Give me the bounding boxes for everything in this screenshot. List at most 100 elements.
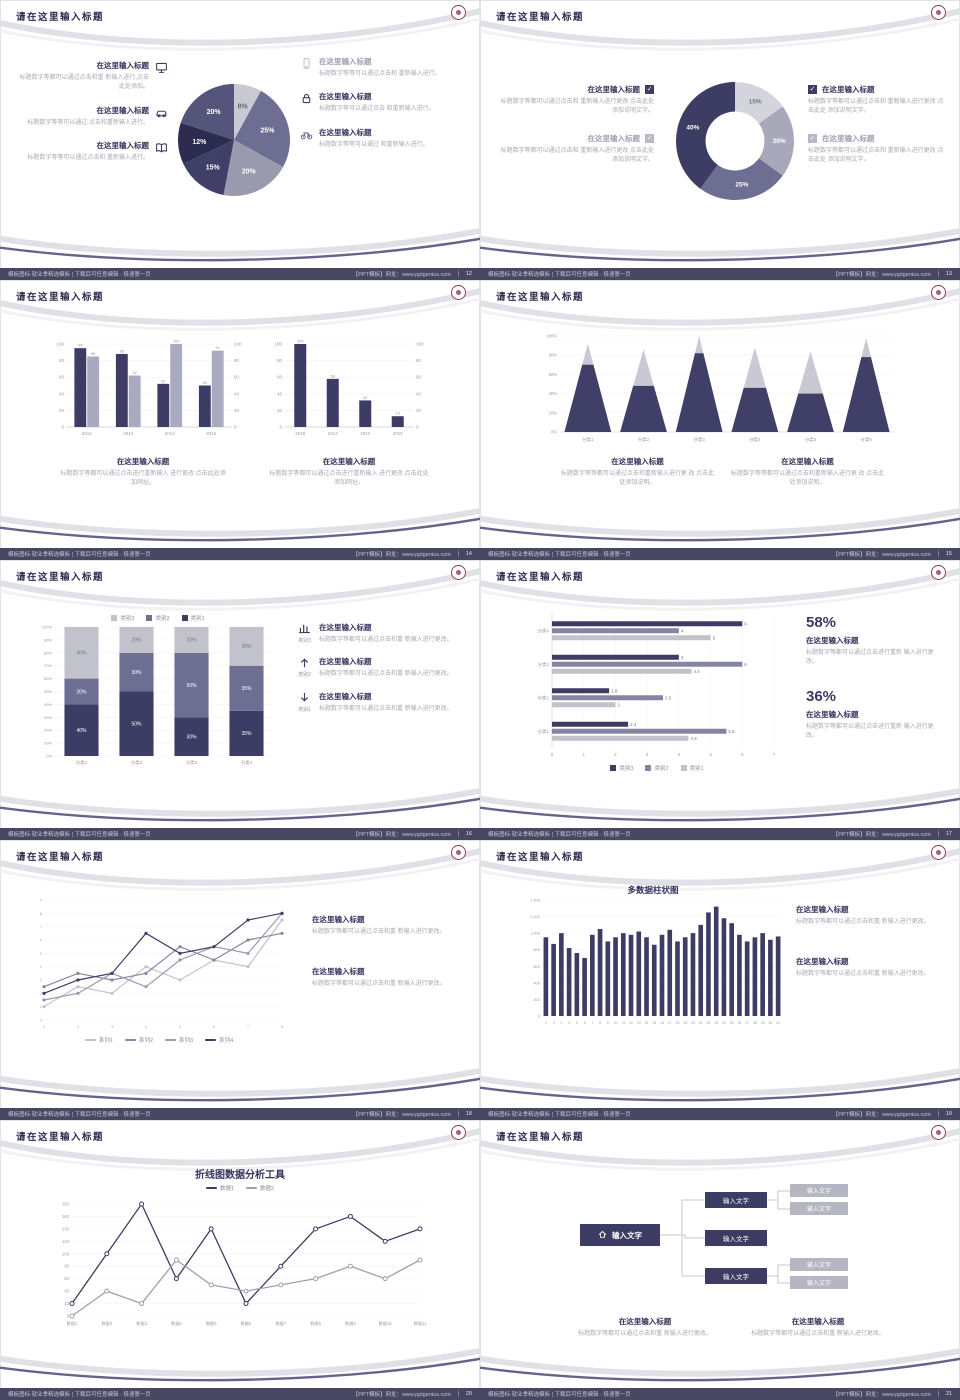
svg-text:31: 31 <box>776 1021 780 1025</box>
svg-text:1: 1 <box>40 1004 43 1009</box>
car-icon <box>155 106 168 124</box>
svg-text:40%: 40% <box>549 391 558 396</box>
slide-17[interactable]: 请在这里输入标题 0 1 2 3 4 5 6 7 6 4 5 分类4 4 6 4.4 分类3 1.8 3.5 2 分类… <box>480 560 960 840</box>
item-text: 标题数字等等可以通过点击和 重新输入进行。 <box>319 71 441 77</box>
footer-right-text: 【PPT模板】网址：www.pptgenius.com <box>352 832 451 838</box>
donut-items-left: 在这里输入标题 ✓ 标题数字等都可以通过点击和 重新输入进行更改 点击此处 添加… <box>496 84 654 165</box>
svg-text:0: 0 <box>538 1014 541 1019</box>
slide-title: 请在这里输入标题 <box>16 292 105 303</box>
legend-swatch <box>111 615 118 621</box>
slide-footer: 模板图标:就业季精选模板 | 下载后可任意编辑 · 极速第一页 【PPT模板】网… <box>0 1388 480 1400</box>
svg-text:20%: 20% <box>773 138 786 145</box>
svg-text:数据3: 数据3 <box>136 1320 147 1327</box>
svg-text:19: 19 <box>683 1021 687 1025</box>
svg-text:62: 62 <box>132 370 137 375</box>
svg-text:2: 2 <box>40 991 43 996</box>
slide-21[interactable]: 请在这里输入标题 输入文字 输入文字 输入文字 输入文字 输入文字 输入文字 输… <box>480 1120 960 1400</box>
slide-title: 请在这里输入标题 <box>16 852 105 863</box>
chart-title: 多数据柱状图 <box>627 885 679 895</box>
svg-text:13: 13 <box>396 411 401 416</box>
svg-text:40: 40 <box>234 391 240 396</box>
block-text: 标题数字等都可以通过点击和重 新输入进行更改。 <box>312 981 446 987</box>
svg-text:50%: 50% <box>44 689 52 694</box>
svg-text:100: 100 <box>416 342 424 347</box>
footer-right-text: 【PPT模板】网址：www.pptgenius.com <box>832 1112 931 1118</box>
school-logo-icon <box>931 285 946 300</box>
svg-text:32: 32 <box>363 395 368 400</box>
monitor-icon <box>155 61 168 79</box>
svg-text:数据7: 数据7 <box>275 1320 286 1327</box>
slide-14[interactable]: 请在这里输入标题 0 0 20 20 40 40 60 60 80 80 100 100 95 85 201… <box>0 280 480 560</box>
svg-text:1.8: 1.8 <box>611 688 618 693</box>
svg-text:数据10: 数据10 <box>379 1320 393 1327</box>
legend-label: 类别3 <box>120 616 135 622</box>
svg-text:60: 60 <box>277 375 283 380</box>
svg-text:20: 20 <box>416 408 422 413</box>
svg-text:2012: 2012 <box>360 431 371 436</box>
svg-text:7: 7 <box>247 1024 250 1029</box>
svg-text:123: 123 <box>62 1239 70 1244</box>
slide-footer: 模板图标:就业季精选模板 | 下载后可任意编辑 · 极速第一页 【PPT模板】网… <box>0 828 480 840</box>
block-text: 标题数字等都可以通过点击和重 新输入进行更改。 <box>796 919 930 925</box>
footer-left-text: 模板图标:就业季精选模板 | 下载后可任意编辑 · 极速第一页 <box>488 1392 631 1398</box>
svg-text:52: 52 <box>161 378 166 383</box>
svg-text:4: 4 <box>40 964 43 969</box>
svg-text:40%: 40% <box>76 728 87 734</box>
svg-text:95: 95 <box>78 343 83 348</box>
svg-text:20%: 20% <box>186 638 197 644</box>
svg-text:4.3: 4.3 <box>690 736 697 741</box>
item-text: 标题数字等都可以通过点击和重 新输入进行,点击此处添加。 <box>19 75 149 91</box>
legend-item: 类别3 <box>111 614 134 622</box>
svg-text:1: 1 <box>43 1024 46 1029</box>
svg-text:100: 100 <box>234 342 242 347</box>
flow-main-label: 输入文字 <box>612 1230 642 1240</box>
svg-text:35%: 35% <box>241 731 252 737</box>
svg-text:0%: 0% <box>551 430 557 435</box>
slide-title: 请在这里输入标题 <box>496 12 585 23</box>
svg-text:60: 60 <box>59 375 65 380</box>
slide-15[interactable]: 请在这里输入标题 100% 80% 60% 40% 20% 0% 分类1 分类2 分类3 分类4 分… <box>480 280 960 560</box>
chart-legend: 类别3 类别2 类别1 <box>36 614 280 622</box>
page-number: 13 <box>937 271 952 277</box>
text-block: 在这里输入标题 标题数字等等都可以通过点击和重新输入进行更 改 点击此处添加说明… <box>730 456 885 489</box>
svg-text:40%: 40% <box>44 702 52 707</box>
svg-text:7: 7 <box>591 1021 593 1025</box>
svg-text:25%: 25% <box>260 127 275 134</box>
slide-16[interactable]: 请在这里输入标题 类别3 类别2 类别1 100% 90% 80% 70% 60% 50%… <box>0 560 480 840</box>
block-text: 标题数字等都可以通过点击和重 新输入进行更改。 <box>796 971 930 977</box>
footer-right-text: 【PPT模板】网址：www.pptgenius.com <box>352 1112 451 1118</box>
svg-text:5.5: 5.5 <box>728 729 735 734</box>
slide-title: 请在这里输入标题 <box>16 12 105 23</box>
list-item: 在这里输入标题 标题数字等可以通过点击 和重新输入进行。 <box>300 91 464 114</box>
stat-value: 36% <box>806 688 837 705</box>
slide-13[interactable]: 请在这里输入标题 在这里输入标题 ✓ 标题数字等都可以通过点击和 重新输入进行更… <box>480 0 960 280</box>
svg-text:17: 17 <box>668 1021 672 1025</box>
text-block: 在这里输入标题 标题数字等都可以通过点击和重 新输入进行更改。 <box>312 914 462 937</box>
svg-text:分类4: 分类4 <box>241 759 253 766</box>
svg-text:88: 88 <box>120 348 125 353</box>
svg-text:30: 30 <box>768 1021 772 1025</box>
book-icon <box>155 141 168 159</box>
item-title: 在这里输入标题 <box>587 85 641 94</box>
text-block: 在这里输入标题 标题数字等都可以通过点击和重 新输入进行更改。 <box>796 904 942 927</box>
block-text: 标题数字等都可以通过点击和重 新输入进行更改。 <box>578 1331 712 1337</box>
slide-12[interactable]: 请在这里输入标题 在这里输入标题 标题数字等都可以通过点击和重 新输入进行,点击… <box>0 0 480 280</box>
svg-text:数据4: 数据4 <box>171 1320 182 1327</box>
svg-text:分类1: 分类1 <box>537 728 549 735</box>
svg-text:35%: 35% <box>241 686 252 692</box>
svg-text:分类1: 分类1 <box>582 436 594 443</box>
svg-text:40: 40 <box>59 391 65 396</box>
slide-19[interactable]: 请在这里输入标题 多数据柱状图 1,400 1,200 1,000 800 600 400… <box>480 840 960 1120</box>
slide-footer: 模板图标:就业季精选模板 | 下载后可任意编辑 · 极速第一页 【PPT模板】网… <box>0 268 480 280</box>
svg-text:28: 28 <box>753 1021 757 1025</box>
text-block: 在这里输入标题 标题数字等都可以通过点击进行重新输入 进行更改 点击此处添加网址… <box>268 456 430 489</box>
item-title: 在这里输入标题 <box>587 133 641 143</box>
swoosh-decoration <box>0 288 480 542</box>
donut-items-right: ✓ 在这里输入标题 标题数字等都可以通过点击和 重新输入进行更改 点击此处 添加… <box>808 84 944 165</box>
item-text: 标题数字等都可以通过点击和 重新输入进行更改 点击此处 添加说明文字。 <box>808 99 944 115</box>
page-number: 14 <box>457 551 472 557</box>
chart-legend: 类别3 类别2 类别1 <box>526 764 788 772</box>
svg-text:8: 8 <box>599 1021 601 1025</box>
slide-20[interactable]: 请在这里输入标题 折线图数据分析工具 数据1 数据2 183 163 143 123 1… <box>0 1120 480 1400</box>
